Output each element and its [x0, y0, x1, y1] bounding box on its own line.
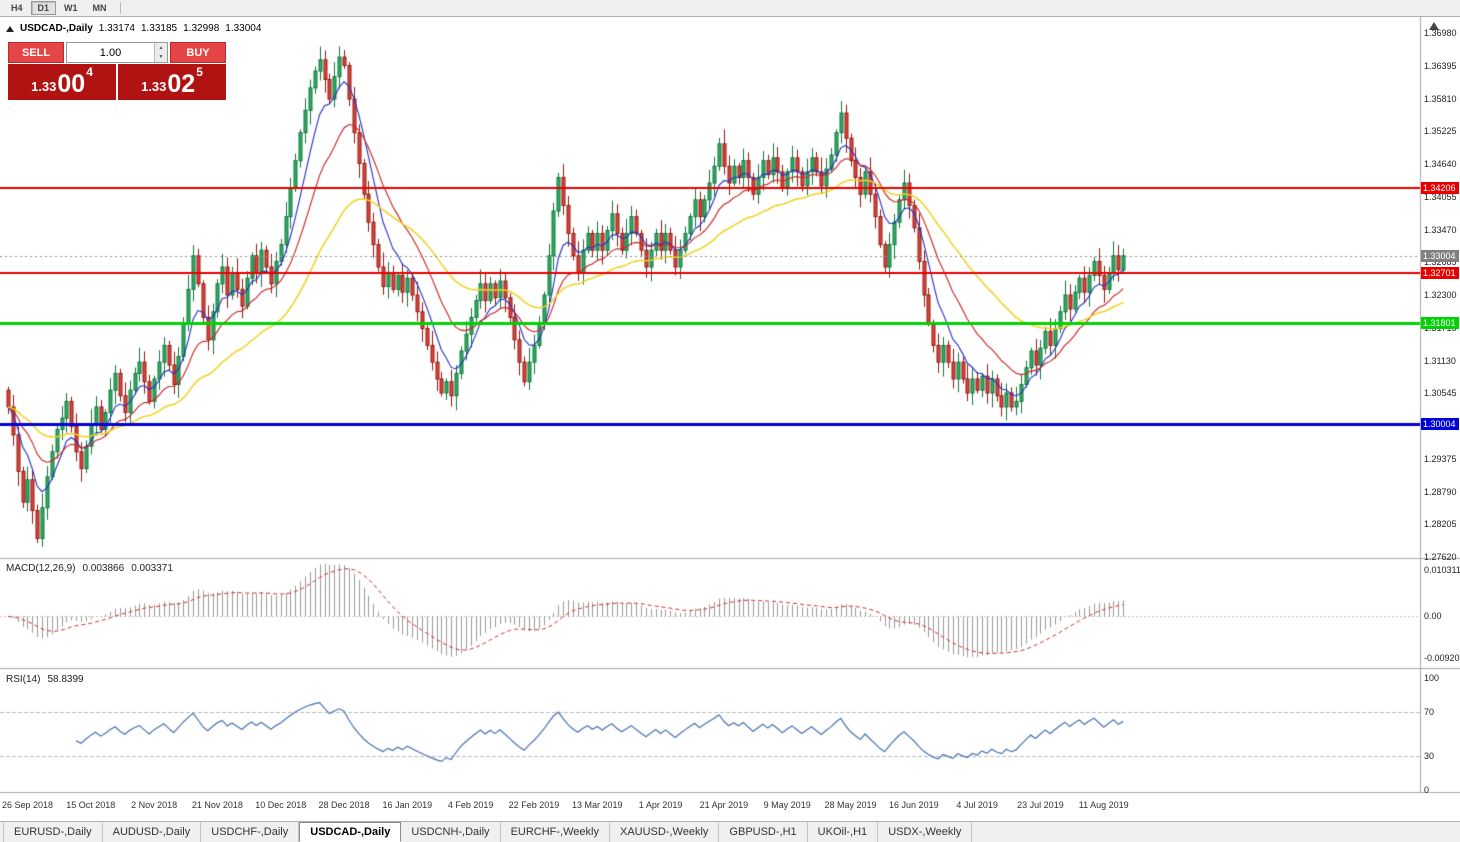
rsi-axis-label: 100 — [1424, 673, 1440, 683]
buy-button[interactable]: BUY — [170, 42, 226, 63]
volume-field[interactable]: 1.00 ▲ ▼ — [66, 42, 168, 63]
x-axis-date-label: 15 Oct 2018 — [66, 800, 116, 810]
chart-tab-audusd-daily[interactable]: AUDUSD-,Daily — [103, 822, 202, 842]
hline-price-label: 1.34206 — [1421, 182, 1459, 195]
chart-tab-usdchf-daily[interactable]: USDCHF-,Daily — [201, 822, 300, 842]
chart-tab-usdx-weekly[interactable]: USDX-,Weekly — [878, 822, 973, 842]
x-axis-date-label: 4 Jul 2019 — [956, 800, 998, 810]
rsi-axis-label: 0 — [1424, 785, 1430, 795]
chart-tab-ukoil-h1[interactable]: UKOil-,H1 — [808, 822, 879, 842]
hline-price-label: 1.31801 — [1421, 316, 1459, 329]
price-axis-label: 1.34055 — [1424, 191, 1457, 202]
hline-price-label: 1.30004 — [1421, 417, 1459, 430]
timeframe-button-d1[interactable]: D1 — [30, 1, 57, 15]
x-axis-date-label: 21 Nov 2018 — [191, 800, 243, 810]
price-axis-label: 1.34640 — [1424, 159, 1457, 169]
price-axis-label: 1.28790 — [1424, 486, 1457, 497]
rsi-axis-label: 70 — [1424, 706, 1435, 717]
hline-price-label: 1.32701 — [1421, 266, 1459, 279]
macd-indicator-label: MACD(12,26,9) 0.003866 0.003371 — [6, 563, 173, 574]
sell-price-sup: 4 — [86, 65, 93, 79]
symbol-name: USDCAD-,Daily — [20, 23, 93, 34]
macd-value: 0.003866 — [82, 563, 125, 574]
ohlc-open: 1.33174 — [98, 23, 135, 34]
price-axis-label: 1.27620 — [1424, 552, 1457, 562]
timeframe-button-w1[interactable]: W1 — [64, 3, 78, 13]
price-axis-label: 1.35225 — [1424, 126, 1457, 137]
sell-price-prefix: 1.33 — [31, 79, 57, 94]
x-axis-date-label: 9 May 2019 — [763, 800, 811, 810]
macd-signal-value: 0.003371 — [131, 563, 173, 574]
macd-name: MACD(12,26,9) — [6, 563, 76, 574]
x-axis-date-label: 16 Jan 2019 — [382, 800, 433, 810]
x-axis-date-label: 16 Jun 2019 — [889, 800, 939, 810]
rsi-axis-label: 30 — [1424, 751, 1435, 762]
ohlc-low: 1.32998 — [183, 23, 220, 34]
volume-decrease-button[interactable]: ▼ — [155, 52, 167, 62]
chart-tab-bar: EURUSD-,Daily AUDUSD-,Daily USDCHF-,Daily U… — [0, 821, 1460, 842]
price-axis-label: 1.31130 — [1424, 355, 1456, 366]
macd-axis-label: -0.009203 — [1424, 653, 1460, 663]
price-axis-label: 1.30545 — [1424, 388, 1457, 399]
chart-tab-eurchf-weekly[interactable]: EURCHF-,Weekly — [501, 822, 610, 842]
chart-symbol-header: USDCAD-,Daily 1.33174 1.33185 1.32998 1.… — [6, 23, 261, 34]
price-axis-label: 1.32300 — [1424, 290, 1457, 300]
chart-tab-gbpusd-h1[interactable]: GBPUSD-,H1 — [719, 822, 808, 842]
price-axis-label: 1.36395 — [1424, 60, 1457, 71]
sell-button[interactable]: SELL — [8, 42, 64, 63]
chart-tab-usdcad-daily[interactable]: USDCAD-,Daily — [299, 822, 402, 842]
volume-increase-button[interactable]: ▲ — [155, 43, 167, 53]
chart-area: USDCAD-,Daily 1.33174 1.33185 1.32998 1.… — [0, 17, 1460, 821]
ohlc-high: 1.33185 — [140, 23, 178, 34]
x-axis-date-label: 2 Nov 2018 — [131, 800, 178, 810]
x-axis-date-label: 26 Sep 2018 — [1, 800, 53, 810]
toolbar-separator — [119, 2, 121, 14]
x-axis-date-label: 13 Mar 2019 — [571, 800, 623, 810]
chart-shift-marker-icon[interactable] — [1429, 22, 1439, 30]
chart-tab-xauusd-weekly[interactable]: XAUUSD-,Weekly — [610, 822, 720, 842]
macd-axis-label: 0.00 — [1424, 611, 1442, 622]
buy-price-big: 02 — [167, 70, 196, 98]
price-axis-label: 1.29375 — [1424, 453, 1457, 464]
ohlc-close: 1.33004 — [225, 23, 262, 34]
macd-axis-label: 0.010311 — [1424, 565, 1460, 575]
timeframe-button-h4[interactable]: H4 — [11, 3, 23, 13]
x-axis-date-label: 22 Feb 2019 — [508, 800, 560, 810]
x-axis-date-label: 28 Dec 2018 — [318, 800, 370, 810]
chart-tab-usdcnh-daily[interactable]: USDCNH-,Daily — [401, 822, 501, 842]
x-axis-date-label: 10 Dec 2018 — [255, 800, 307, 810]
x-axis-date-label: 23 Jul 2019 — [1017, 800, 1064, 810]
buy-price-sup: 5 — [196, 65, 203, 79]
x-axis-date-label: 4 Feb 2019 — [447, 800, 494, 810]
rsi-name: RSI(14) — [6, 674, 41, 685]
symbol-marker-icon — [6, 25, 14, 32]
chart-tab-eurusd-daily[interactable]: EURUSD-,Daily — [3, 822, 103, 842]
sell-price-display[interactable]: 1.33 00 4 — [8, 64, 116, 100]
price-axis-label: 1.33470 — [1424, 224, 1457, 235]
x-axis-date-label: 21 Apr 2019 — [699, 800, 749, 810]
one-click-trade-panel: SELL 1.00 ▲ ▼ BUY 1.33 00 4 1.33 02 5 — [8, 42, 226, 100]
price-axis-label: 1.32885 — [1424, 257, 1457, 268]
x-axis-date-label: 1 Apr 2019 — [638, 800, 683, 810]
volume-stepper: ▲ ▼ — [154, 43, 167, 62]
price-axis-label: 1.28205 — [1424, 519, 1457, 530]
price-chart-canvas[interactable] — [0, 17, 1460, 821]
current-price-label: 1.33004 — [1421, 249, 1459, 262]
volume-value[interactable]: 1.00 — [99, 46, 122, 59]
sell-price-big: 00 — [57, 70, 86, 98]
timeframe-toolbar: H4 D1 W1 MN — [0, 0, 1460, 17]
x-axis-date-label: 28 May 2019 — [824, 800, 877, 810]
rsi-value: 58.8399 — [47, 674, 84, 685]
price-axis-label: 1.36980 — [1424, 28, 1457, 38]
x-axis-date-label: 11 Aug 2019 — [1078, 800, 1129, 810]
price-axis-label: 1.35810 — [1424, 93, 1457, 104]
timeframe-button-mn[interactable]: MN — [92, 3, 107, 13]
buy-price-display[interactable]: 1.33 02 5 — [118, 64, 226, 100]
buy-price-prefix: 1.33 — [141, 79, 167, 94]
rsi-indicator-label: RSI(14) 58.8399 — [6, 674, 84, 685]
